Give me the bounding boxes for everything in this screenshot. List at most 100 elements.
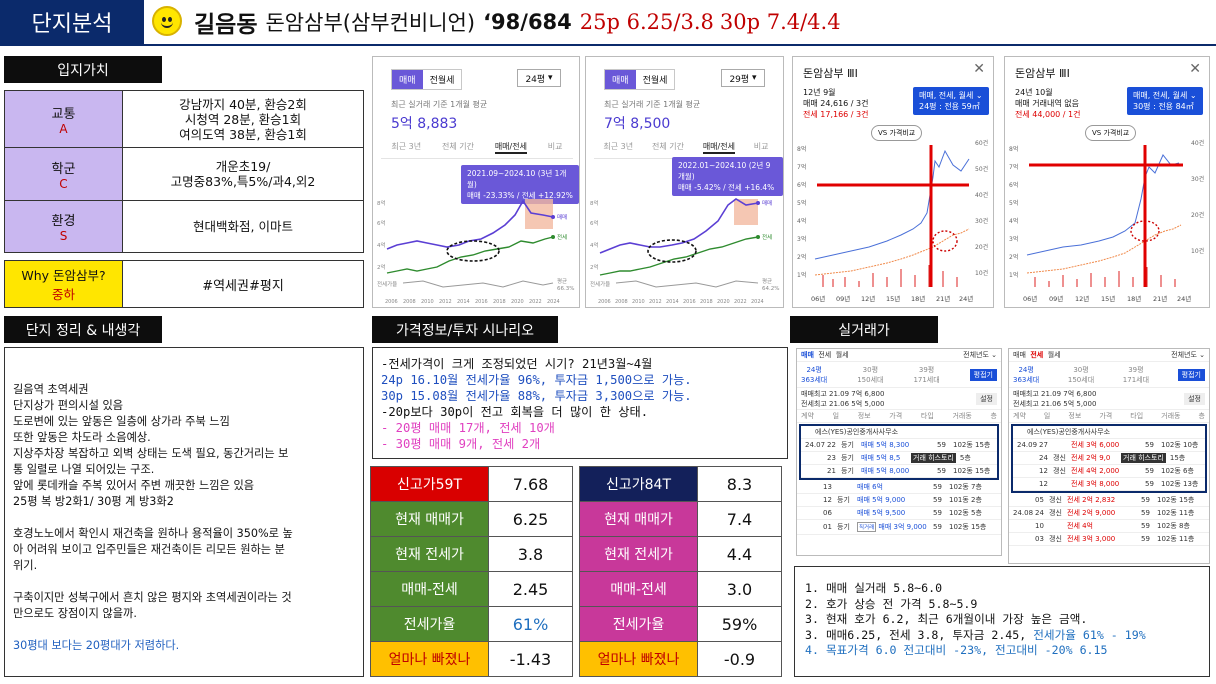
cell: 102동 7층 [949, 483, 982, 491]
tab-rent[interactable]: 전월세 [429, 76, 455, 86]
table-row[interactable]: 12 갱신 전세 4억 2,000 59 102동 6층 [1013, 465, 1205, 478]
tab-rent[interactable]: 전세 [818, 351, 832, 359]
size-option[interactable]: 39평 171세대 [913, 365, 939, 385]
sale-rent-chart: 8억 6억 4억 2억 매매 전세 전세가율 평균 66.3% 2006 200… [377, 199, 574, 305]
vs-compare-button[interactable]: VS 가격비교 [871, 125, 923, 141]
size-select[interactable]: 24평 ▾ [517, 69, 561, 87]
size-option[interactable]: 39평 171세대 [1123, 365, 1149, 385]
cell: 5층 [959, 454, 971, 462]
cell: 전세 4억 [1067, 522, 1093, 530]
settings-button[interactable]: 설정 [1184, 392, 1205, 405]
table-row[interactable]: 21 등기 매매 5억 8,000 59 102동 15층 [801, 465, 997, 478]
size-select[interactable]: 29평 ▾ [721, 69, 765, 87]
size-option[interactable]: 30평 150세대 [857, 365, 883, 385]
size-option[interactable]: 30평 150세대 [1068, 365, 1094, 385]
filter-box[interactable]: 매매, 전세, 월세 ⌄ 30평 : 전용 84㎡ [1127, 87, 1203, 115]
rent-high: 전세최고 21.06 5억 5,000 [801, 399, 885, 408]
cell: 27 [1039, 441, 1048, 449]
panel-title-text: 돈암삼부 [803, 67, 844, 80]
page-title: 길음동 돈암삼부(삼부컨비니언) ‘98/684 25p 6.25/3.8 30… [194, 5, 847, 39]
tab-sale-rent[interactable]: 매매/전세 [494, 141, 527, 154]
collapse-button[interactable]: 평접기 [1177, 368, 1205, 381]
x-tick: 2022 [529, 299, 542, 305]
tab-all[interactable]: 전체 기간 [651, 142, 684, 151]
avg-price: 7억 8,500 [604, 116, 671, 132]
table-row[interactable]: 13 매매 6억 59 102동 7층 [797, 481, 1001, 494]
tab-sale[interactable]: 매매 [605, 70, 636, 89]
bubble-period: 2022.01~2024.10 (2년 9개월) [678, 161, 771, 181]
table-row[interactable]: 03 갱신 전세 3억 3,000 59 102동 11층 [1009, 533, 1209, 546]
size-option-active[interactable]: 24평 363세대 [801, 365, 827, 385]
y-tick: 3억 [1009, 235, 1018, 243]
period-bubble: 2021.09~2024.10 (3년 1개월) 매매 -23.33% / 전세… [461, 165, 579, 204]
x-tick: 2012 [439, 299, 452, 305]
tab-3y[interactable]: 최근 3년 [391, 142, 422, 151]
x-tick: 2006 [385, 299, 398, 305]
table-row[interactable]: 24 갱신 전세 2억 9,0 거래 히스토리 15층 [1013, 452, 1205, 465]
why-label: Why 돈암삼부? [21, 268, 106, 283]
vs-compare-button[interactable]: VS 가격비교 [1085, 125, 1137, 141]
size-option-active[interactable]: 24평 363세대 [1013, 365, 1039, 385]
collapse-button[interactable]: 평접기 [969, 368, 997, 381]
x-tick: 2020 [717, 299, 730, 305]
x-tick: 09년 [836, 294, 850, 303]
ratio-tag: 평균 [557, 278, 567, 285]
table-row[interactable]: 05 갱신 전세 2억 2,832 59 102동 15층 [1009, 494, 1209, 507]
table-row[interactable]: 01 등기 직거래 매매 3억 9,000 59 102동 15층 [797, 520, 1001, 535]
settings-button[interactable]: 설정 [976, 392, 997, 405]
trade-type-toggle[interactable]: 매매 전월세 [391, 69, 463, 90]
x-tick: 2022 [734, 299, 747, 305]
tab-monthly[interactable]: 월세 [835, 351, 849, 359]
metric-label: 매매-전세 [579, 571, 698, 607]
year-select[interactable]: 전체년도 ⌄ [963, 351, 997, 359]
tab-sale-rent[interactable]: 매매/전세 [702, 141, 735, 154]
y-axis-right: 40건 30건 20건 10건 [1191, 139, 1204, 255]
tab-rent[interactable]: 전세 [1030, 351, 1044, 359]
price-chart-panel-24: 매매 전월세 24평 ▾ 최근 실거래 기준 1개월 평균 5억 8,883 최… [372, 56, 580, 308]
close-icon[interactable]: ✕ [973, 61, 985, 77]
cell: 매매 5억 8,5 [861, 454, 901, 462]
legend-rent: 전세 [762, 233, 772, 241]
cell: 102동 15층 [953, 441, 991, 449]
trade-chart-panel-30: 돈암삼부 ⅢⅠ ✕ 24년 10월 매매 거래내역 없음 전세 44,000 /… [1004, 56, 1210, 308]
table-row[interactable]: 24.09 27 전세 3억 6,000 59 102동 10층 [1013, 439, 1205, 452]
filter-box[interactable]: 매매, 전세, 월세 ⌄ 24평 : 전용 59㎡ [913, 87, 989, 115]
summary-highlight: 전세가율 61% - 19% [1033, 627, 1146, 642]
title-complex: 돈암삼부(삼부컨비니언) [265, 11, 476, 35]
tab-sale[interactable]: 매매 [801, 351, 814, 359]
row-grade: A [59, 121, 68, 136]
tab-compare[interactable]: 비교 [547, 142, 563, 151]
tab-monthly[interactable]: 월세 [1047, 351, 1061, 359]
table-row[interactable]: 24.07 22 등기 매매 5억 8,300 59 102동 15층 [801, 439, 997, 452]
volume-bars [1034, 267, 1176, 287]
panel-title: 돈암삼부 ⅢⅠ [803, 65, 858, 81]
tab-3y[interactable]: 최근 3년 [603, 142, 634, 151]
tab-sale[interactable]: 매매 [1013, 351, 1026, 359]
trade-scatter-chart: 8억 7억 6억 5억 4억 3억 2억 1억 60건 50건 40건 30건 … [797, 139, 988, 303]
note-line: 지상주차장 복잡하고 외벽 상태는 도색 필요, 동간거리는 보 [13, 447, 289, 460]
metric-row: 얼마나 빠졌나 -0.9 [579, 641, 782, 677]
tab-all[interactable]: 전체 기간 [441, 142, 474, 151]
table-row[interactable]: 23 등기 매매 5억 8,5 거래 히스토리 5층 [801, 452, 997, 465]
tab-sale[interactable]: 매매 [392, 70, 423, 89]
metric-label: 전세가율 [370, 606, 489, 642]
trade-type-toggle[interactable]: 매매 전월세 [604, 69, 676, 90]
bars-icon: ⅢⅠ [846, 67, 858, 80]
year-select[interactable]: 전체년도 ⌄ [1171, 351, 1205, 359]
sale-rent-chart: 8억 6억 4억 2억 매매 전세 전세가율 평균 64.2% 2006 200… [590, 198, 779, 305]
size-label: 39평 [1128, 365, 1144, 374]
close-icon[interactable]: ✕ [1189, 61, 1201, 77]
summary-box: 1. 매매 실거래 5.8~6.0 2. 호가 상승 전 가격 5.8~5.9 … [794, 566, 1210, 677]
table-row[interactable]: 12 전세 3억 8,000 59 102동 13층 [1013, 478, 1205, 491]
cell: 등기 [841, 441, 854, 449]
highlighted-rows: 에스(YES)공인중개사사무소 24.09 27 전세 3억 6,000 59 102동… [1011, 424, 1207, 493]
tab-rent[interactable]: 전월세 [642, 76, 668, 86]
col-header: 거래동 [952, 412, 972, 420]
tab-compare[interactable]: 비교 [753, 142, 769, 151]
table-row[interactable]: 24.08 24 갱신 전세 2억 9,000 59 102동 11층 [1009, 507, 1209, 520]
table-row[interactable]: 10 전세 4억 59 102동 8층 [1009, 520, 1209, 533]
table-row[interactable]: 12 등기 매매 5억 9,000 59 101동 2층 [797, 494, 1001, 507]
y-tick: 4억 [377, 241, 386, 249]
table-row[interactable]: 06 매매 5억 9,500 59 102동 5층 [797, 507, 1001, 520]
filter-size: 24평 : 전용 59㎡ [919, 102, 980, 111]
